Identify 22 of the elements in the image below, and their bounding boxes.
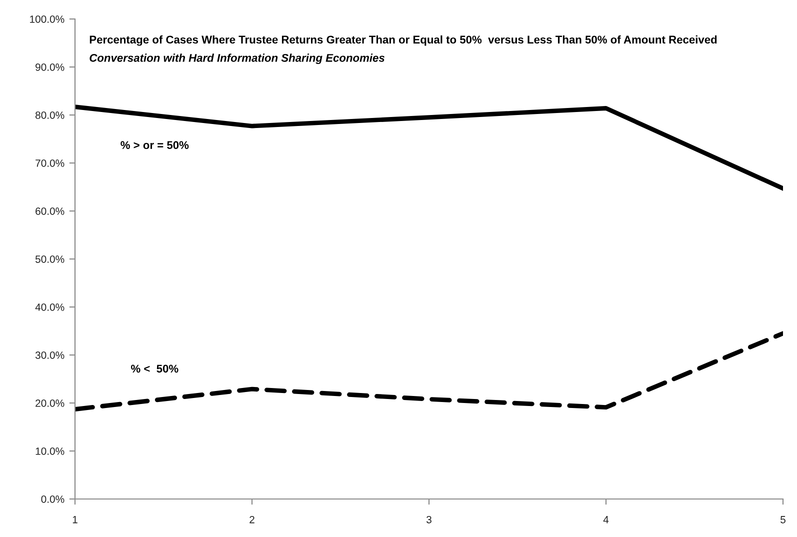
y-tick-label: 40.0% bbox=[35, 304, 64, 311]
y-tick-label: 70.0% bbox=[36, 160, 64, 167]
y-tick-label: 80.0% bbox=[36, 112, 64, 119]
y-tick-label: 50.0% bbox=[35, 256, 64, 263]
text: % < 50% bbox=[130, 364, 178, 373]
y-tick-label: 60.0% bbox=[36, 208, 64, 215]
y-tick-label: 0.0% bbox=[41, 496, 64, 503]
y-tick-label: 100.0% bbox=[30, 16, 64, 23]
x-tick-label: 4 bbox=[603, 516, 609, 524]
x-tick-label: 3 bbox=[426, 516, 432, 524]
x-tick-label: 5 bbox=[780, 516, 786, 524]
y-tick-label: 10.0% bbox=[36, 448, 64, 455]
text: Percentage of Cases Where Trustee Returns Greater Than or Equal to 50% versus Less Than 50% of Amount Received bbox=[90, 35, 717, 46]
text: Conversation with Hard Information Sharing Economies bbox=[90, 54, 384, 64]
series-label: % > or = 50% bbox=[120, 141, 189, 150]
x-tick-label: 2 bbox=[250, 516, 254, 524]
y-tick-label: 20.0% bbox=[36, 400, 64, 407]
y-tick-label: 30.0% bbox=[35, 352, 64, 359]
line-series bbox=[75, 104, 783, 191]
y-tick-label: 90.0% bbox=[36, 64, 64, 71]
line-series bbox=[75, 331, 783, 412]
x-tick-label: 1 bbox=[72, 516, 78, 524]
